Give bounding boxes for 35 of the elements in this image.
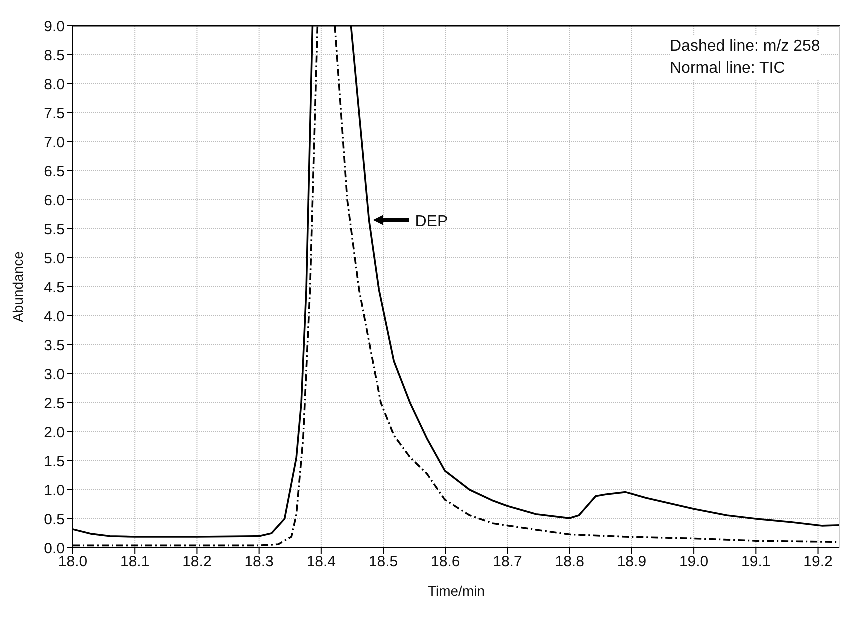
y-tick-label: 5.0	[44, 250, 65, 268]
y-tick-label: 2.5	[44, 395, 65, 412]
y-tick-label: 7.0	[44, 134, 65, 152]
x-tick-label: 18.4	[306, 554, 336, 571]
x-tick-label: 18.7	[493, 554, 522, 571]
y-axis-title: Abundance	[10, 251, 26, 322]
x-tick-label: 19.1	[742, 554, 771, 571]
y-tick-label: 8.0	[44, 76, 65, 94]
y-tick-label: 9.0	[44, 18, 65, 36]
x-axis-title: Time/min	[428, 583, 486, 599]
x-tick-label: 18.6	[431, 554, 460, 571]
y-tick-label: 8.5	[44, 47, 65, 64]
y-tick-label: 6.5	[44, 163, 65, 180]
x-tick-label: 19.2	[804, 554, 833, 571]
y-tick-label: 7.5	[44, 105, 65, 122]
y-tick-label: 1.5	[44, 453, 65, 470]
x-tick-label: 18.8	[555, 554, 584, 571]
y-tick-label: 1.0	[44, 482, 65, 500]
y-tick-label: 3.0	[44, 366, 65, 384]
annotation: Dashed line: m/z 258	[670, 37, 820, 57]
y-tick-label: 5.5	[44, 221, 65, 238]
y-tick-label: 4.0	[44, 308, 65, 326]
x-tick-label: 19.0	[679, 554, 709, 571]
y-tick-label: 2.0	[44, 424, 65, 442]
x-tick-label: 18.1	[120, 554, 150, 571]
y-tick-label: 6.0	[44, 192, 65, 210]
annotation: Normal line: TIC	[670, 59, 786, 79]
x-tick-label: 18.2	[182, 554, 212, 571]
x-tick-label: 18.9	[617, 554, 647, 571]
y-tick-label: 0.5	[44, 511, 65, 528]
y-tick-label: 4.5	[44, 279, 65, 296]
x-tick-label: 18.3	[244, 554, 274, 571]
annotation: DEP	[415, 213, 448, 230]
y-tick-label: 3.5	[44, 337, 65, 354]
x-tick-label: 18.5	[368, 554, 398, 571]
